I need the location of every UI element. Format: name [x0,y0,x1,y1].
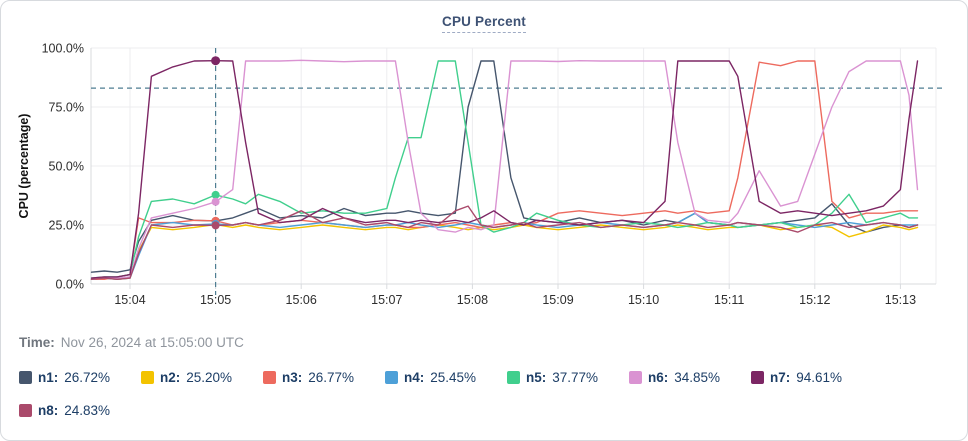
x-tick-label: 15:09 [542,293,573,307]
legend-swatch-n8 [19,403,32,417]
legend-series-name: n8: [38,402,59,418]
time-value: Nov 26, 2024 at 15:05:00 UTC [60,335,244,350]
series-line-n6[interactable] [90,59,919,281]
legend-series-value: 26.77% [308,369,355,385]
y-tick-label: 100.0% [42,42,84,56]
legend-item-n2[interactable]: n2: 25.20% [141,367,245,387]
legend-item-n6[interactable]: n6: 34.85% [629,367,733,387]
series-line-n7[interactable] [90,60,919,279]
legend-series-value: 37.77% [552,369,599,385]
legend-series-name: n4: [404,369,425,385]
time-row: Time: Nov 26, 2024 at 15:05:00 UTC [19,335,967,355]
series-line-n5[interactable] [90,60,919,279]
legend-series-value: 25.20% [186,369,233,385]
legend: n1: 26.72% n2: 25.20% n3: 26.77% n4: 25.45% n5: 3… [19,367,951,420]
legend-series-name: n5: [526,369,547,385]
x-tick-label: 15:05 [200,293,231,307]
x-tick-label: 15:07 [371,293,402,307]
y-tick-label: 75.0% [49,101,84,115]
legend-item-n5[interactable]: n5: 37.77% [507,367,611,387]
legend-swatch-n2 [141,370,154,384]
legend-series-name: n7: [770,369,791,385]
legend-series-name: n1: [38,369,59,385]
legend-swatch-n4 [385,370,398,384]
y-axis-title: CPU (percentage) [17,114,31,219]
series-line-n1[interactable] [90,60,919,273]
legend-swatch-n5 [507,370,520,384]
time-label: Time: [19,335,55,350]
legend-series-value: 24.83% [64,402,111,418]
legend-series-value: 94.61% [796,369,843,385]
legend-item-n4[interactable]: n4: 25.45% [385,367,489,387]
series-marker-n6[interactable] [211,197,220,206]
legend-item-n1[interactable]: n1: 26.72% [19,367,123,387]
y-tick-label: 25.0% [49,219,84,233]
x-tick-label: 15:13 [885,293,916,307]
legend-swatch-n6 [629,370,642,384]
series-marker-n5[interactable] [211,190,220,199]
y-tick-label: 50.0% [49,160,84,174]
legend-swatch-n7 [751,370,764,384]
legend-series-value: 34.85% [674,369,721,385]
legend-series-name: n6: [648,369,669,385]
legend-series-value: 25.45% [430,369,477,385]
legend-swatch-n3 [263,370,276,384]
series-marker-n7[interactable] [211,56,221,66]
y-tick-label: 0.0% [56,278,85,292]
legend-item-n7[interactable]: n7: 94.61% [751,367,855,387]
series-marker-n8[interactable] [211,221,220,230]
x-tick-label: 15:06 [286,293,317,307]
chart-title[interactable]: CPU Percent [442,14,526,33]
legend-item-n3[interactable]: n3: 26.77% [263,367,367,387]
legend-series-name: n2: [160,369,181,385]
x-tick-label: 15:12 [799,293,830,307]
x-tick-label: 15:10 [628,293,659,307]
cpu-chart[interactable]: 0.0% 25.0% 50.0% 75.0% 100.0% 15:04 15:05 15:06… [1,37,968,309]
legend-item-n8[interactable]: n8: 24.83% [19,400,123,420]
x-tick-label: 15:08 [457,293,488,307]
title-row: CPU Percent [1,13,967,37]
series-line-n8[interactable] [90,205,919,281]
legend-swatch-n1 [19,370,32,384]
x-tick-label: 15:11 [714,293,744,307]
x-tick-label: 15:04 [114,293,145,307]
legend-series-name: n3: [282,369,303,385]
legend-series-value: 26.72% [64,369,111,385]
